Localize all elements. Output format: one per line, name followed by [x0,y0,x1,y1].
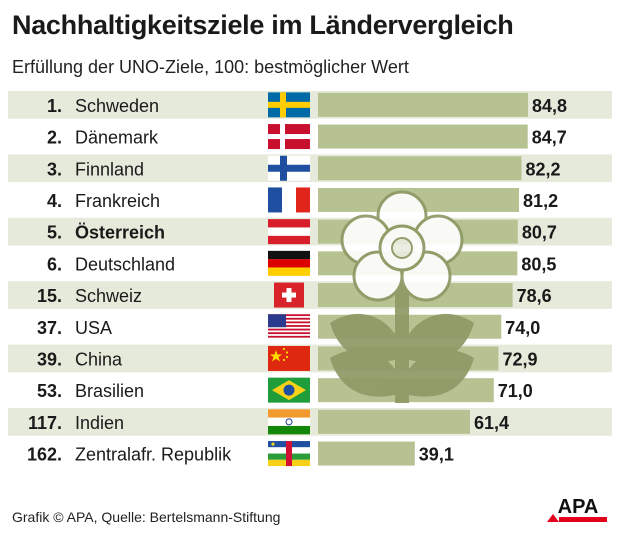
rank-label: 37. [37,318,62,338]
value-label: 72,9 [503,349,538,369]
logo-text: APA [558,496,599,518]
flag-austria-icon [268,219,310,245]
bar [318,409,471,434]
rank-label: 3. [47,159,62,179]
apa-logo: APA [547,496,607,522]
chart-title: Nachhaltigkeitsziele im Ländervergleich [12,10,514,40]
bar [318,156,522,181]
value-label: 84,7 [532,128,567,148]
category-label: Finnland [75,159,144,179]
flag-denmark-icon [268,124,310,150]
bar-chart: 1. Schweden 84,8 2. Dänemark 84,7 3. Finnland 82… [8,91,612,467]
logo-red-triangle [547,514,559,522]
category-label: Dänemark [75,128,159,148]
rank-label: 6. [47,254,62,274]
value-label: 80,7 [522,223,557,243]
rank-label: 117. [28,413,62,433]
value-label: 78,6 [517,286,552,306]
flag-sweden-icon [268,92,310,118]
category-label: Österreich [75,223,165,243]
flag-usa-icon [268,314,310,338]
category-label: Brasilien [75,381,144,401]
bar [318,124,528,149]
value-label: 82,2 [526,159,561,179]
flag-china-icon [268,345,310,371]
category-label: Frankreich [75,191,160,211]
category-label: USA [75,318,112,338]
rank-label: 15. [37,286,62,306]
value-label: 71,0 [498,381,533,401]
value-label: 80,5 [521,254,556,274]
rank-label: 39. [37,349,62,369]
rank-label: 5. [47,223,62,243]
category-label: Schweden [75,96,159,116]
flag-brazil-icon [268,377,310,403]
value-label: 74,0 [505,318,540,338]
rank-label: 53. [37,381,62,401]
bar [318,441,415,466]
rank-label: 162. [27,445,62,465]
rank-label: 4. [47,191,62,211]
value-label: 61,4 [474,413,509,433]
rank-label: 1. [47,96,62,116]
flag-finland-icon [268,155,310,181]
flag-switzerland-icon [274,282,304,308]
category-label: Indien [75,413,124,433]
flag-france-icon [268,187,310,213]
value-label: 81,2 [523,191,558,211]
chart-subtitle: Erfüllung der UNO-Ziele, 100: bestmöglic… [12,57,409,77]
flag-central-african-republic-icon [268,441,310,467]
value-label: 39,1 [419,445,454,465]
flag-germany-icon [268,250,310,276]
value-label: 84,8 [532,96,567,116]
bar [318,92,528,117]
flag-india-icon [268,409,310,435]
flower-icon [330,190,474,403]
category-label: Schweiz [75,286,142,306]
logo-red-bar [559,517,607,522]
category-label: Deutschland [75,254,175,274]
category-label: China [75,349,123,369]
footer-credit: Grafik © APA, Quelle: Bertelsmann-Stiftu… [12,509,281,525]
rank-label: 2. [47,128,62,148]
category-label: Zentralafr. Republik [75,445,232,465]
